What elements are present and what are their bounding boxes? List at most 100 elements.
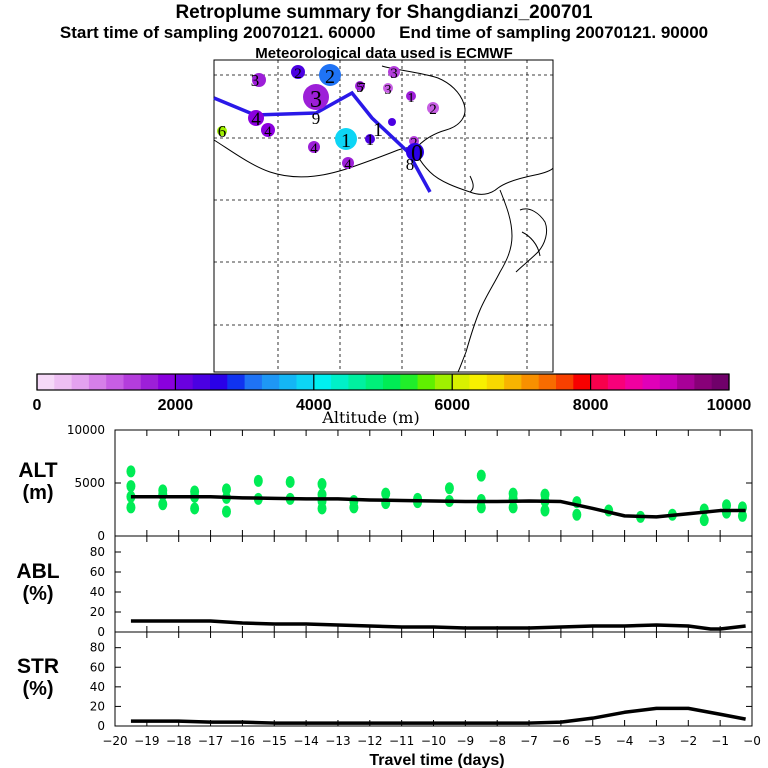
colorbar-cell <box>210 374 228 390</box>
marker-label: 1 <box>408 91 415 106</box>
altitude-point <box>285 475 295 488</box>
marker-label: 3 <box>390 66 398 82</box>
colorbar-cell <box>106 374 124 390</box>
altitude-point <box>190 502 200 515</box>
altitude-point <box>737 509 747 522</box>
map-frame <box>213 59 554 373</box>
altitude-point <box>126 501 136 514</box>
marker-label: 1 <box>373 119 383 141</box>
colorbar-cell <box>123 374 142 390</box>
x-tick-label: −5 <box>584 734 602 748</box>
marker-label: 0 <box>411 141 423 167</box>
colorbar-cell <box>54 374 73 390</box>
altitude-point <box>381 487 391 500</box>
altitude-point <box>221 483 231 496</box>
x-tick-label: −17 <box>198 734 223 748</box>
colorbar-cell <box>331 374 349 390</box>
altitude-point <box>540 488 550 501</box>
altitude-point <box>126 480 136 493</box>
colorbar-tick-label: 8000 <box>573 397 609 414</box>
colorbar-cell <box>434 374 453 390</box>
marker-label: 3 <box>385 83 392 98</box>
colorbar-cell <box>625 374 643 390</box>
marker-label: 4 <box>310 141 318 157</box>
marker-circle <box>291 65 305 79</box>
colorbar-cell <box>711 374 730 390</box>
colorbar-cell <box>590 374 609 390</box>
marker-label: 4 <box>251 109 261 130</box>
x-tick-label: −7 <box>520 734 538 748</box>
x-tick-label: −13 <box>325 734 350 748</box>
x-tick-label: −19 <box>134 734 159 748</box>
colorbar-cell <box>694 374 713 390</box>
colorbar-cell <box>452 374 470 390</box>
x-tick-label: −0 <box>743 734 761 748</box>
colorbar-cell <box>175 374 194 390</box>
map-graticule <box>214 60 553 372</box>
y-tick-label: 60 <box>90 660 105 674</box>
marker-circle <box>308 141 320 153</box>
meteo-label: Meteorological data used is ECMWF <box>255 45 513 62</box>
colorbar-cell <box>261 374 280 390</box>
panel-ylabel-str: STR <box>17 655 59 678</box>
x-tick-label: −2 <box>679 734 697 748</box>
colorbar-cell <box>244 374 263 390</box>
panel-ylabel-abl: ABL <box>16 560 59 583</box>
panel-frame-abl <box>114 535 753 633</box>
altitude-point <box>190 485 200 498</box>
colorbar: 0 2000 4000 6000 8000 10000 Altitude (m) <box>33 373 752 427</box>
colorbar-ticks: 0 2000 4000 6000 8000 10000 <box>33 374 752 414</box>
marker-circle <box>248 110 264 126</box>
colorbar-cell <box>140 374 159 390</box>
marker-circle <box>406 91 416 101</box>
colorbar-axis-label: Altitude (m) <box>321 408 419 427</box>
marker-circle <box>365 134 375 144</box>
x-tick-label: −14 <box>293 734 318 748</box>
colorbar-cell <box>607 374 626 390</box>
marker-label: 8 <box>406 155 415 174</box>
colorbar-cell <box>313 374 332 390</box>
map-cluster-markers: 6 3 2 2 3 4 4 4 9 4 1 1 3 <box>217 64 439 174</box>
x-tick-label: −20 <box>102 734 127 748</box>
marker-circle <box>335 128 357 150</box>
y-tick-label: 0 <box>97 529 105 543</box>
time-series-panels: 1000050000ALT(m)806040200ABL(%)806040200… <box>16 423 760 748</box>
x-tick-label: −4 <box>616 734 634 748</box>
x-tick-label: −9 <box>456 734 474 748</box>
colorbar-cell <box>296 374 315 390</box>
marker-circle <box>319 64 341 86</box>
marker-label: 6 <box>218 122 227 141</box>
colorbar-cell <box>538 374 557 390</box>
altitude-point <box>253 474 263 487</box>
x-tick-label: −18 <box>166 734 191 748</box>
y-tick-label: 0 <box>97 625 105 639</box>
colorbar-cell <box>227 374 246 390</box>
end-time-label: End time of sampling 20070121. 90000 <box>399 23 709 42</box>
colorbar-cell <box>469 374 488 390</box>
colorbar-cell <box>504 374 522 390</box>
panel-ylabel-alt: ALT <box>18 459 57 482</box>
colorbar-cell <box>677 374 695 390</box>
y-tick-label: 80 <box>90 545 105 559</box>
x-tick-label: −16 <box>230 734 255 748</box>
sampling-times: Start time of sampling 20070121. 60000 E… <box>0 23 768 43</box>
panel-yunit-abl: (%) <box>22 583 53 605</box>
colorbar-cell <box>417 374 436 390</box>
colorbar-cell <box>88 374 107 390</box>
colorbar-tick-label: 10000 <box>707 397 752 414</box>
altitude-point <box>508 487 518 500</box>
y-tick-label: 5000 <box>74 476 105 490</box>
colorbar-cell <box>383 374 401 390</box>
panel-yunit-alt: (m) <box>22 482 53 504</box>
marker-label: 4 <box>264 124 272 140</box>
start-time-label: Start time of sampling 20070121. 60000 <box>59 23 376 42</box>
colorbar-cell <box>400 374 419 390</box>
altitude-point <box>221 505 231 518</box>
marker-label: 9 <box>312 109 321 128</box>
marker-circle <box>355 81 365 91</box>
x-axis-label: Travel time (days) <box>369 752 504 768</box>
colorbar-cell <box>279 374 297 390</box>
colorbar-cell <box>348 374 367 390</box>
marker-circle <box>406 143 424 161</box>
altitude-point <box>572 508 582 521</box>
